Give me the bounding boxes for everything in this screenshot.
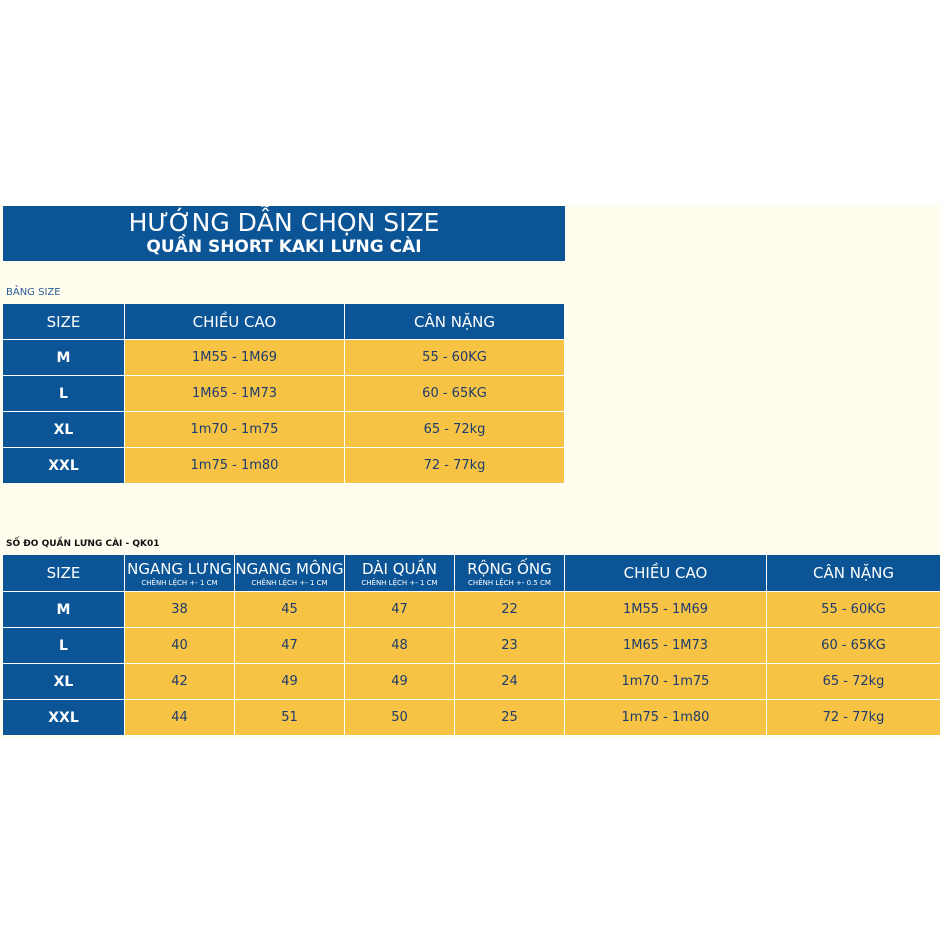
header-label: SIZE <box>46 312 81 331</box>
data-cell: 44 <box>125 700 235 736</box>
data-cell: 1M55 - 1M69 <box>125 340 345 376</box>
data-cell: 60 - 65KG <box>767 628 941 664</box>
header-note: CHÊNH LỆCH +- 0.5 CM <box>468 578 551 587</box>
header-label: DÀI QUẦN <box>361 559 437 578</box>
data-cell: 1M65 - 1M73 <box>565 628 767 664</box>
data-cell: 51 <box>235 700 345 736</box>
size-cell: XL <box>3 412 125 448</box>
data-cell: 55 - 60KG <box>345 340 565 376</box>
data-cell: 23 <box>455 628 565 664</box>
data-cell: 72 - 77kg <box>345 448 565 484</box>
size-cell: XXL <box>3 700 125 736</box>
header-note: CHÊNH LỆCH +- 1 CM <box>141 578 218 587</box>
data-cell: 65 - 72kg <box>767 664 941 700</box>
header-label: CHIỀU CAO <box>623 564 708 582</box>
title-box: HƯỚNG DẪN CHỌN SIZE QUẦN SHORT KAKI LƯNG… <box>3 206 565 261</box>
header-cell: CHIỀU CAO <box>565 555 767 592</box>
size-cell: M <box>3 340 125 376</box>
size-cell: L <box>3 376 125 412</box>
data-cell: 40 <box>125 628 235 664</box>
data-cell: 72 - 77kg <box>767 700 941 736</box>
header-note: CHÊNH LỆCH +- 1 CM <box>251 578 328 587</box>
data-cell: 47 <box>235 628 345 664</box>
size-cell: XL <box>3 664 125 700</box>
data-cell: 1m75 - 1m80 <box>565 700 767 736</box>
header-label: RỘNG ỐNG <box>467 559 552 578</box>
data-cell: 49 <box>345 664 455 700</box>
subtitle: QUẦN SHORT KAKI LƯNG CÀI <box>146 237 422 257</box>
table-label: BẢNG SIZE <box>6 287 61 298</box>
header-label: SIZE <box>46 564 81 582</box>
header-cell: SIZE <box>3 555 125 592</box>
size-cell: XXL <box>3 448 125 484</box>
data-cell: 38 <box>125 592 235 628</box>
data-cell: 45 <box>235 592 345 628</box>
header-label: CÂN NẶNG <box>812 564 895 582</box>
header-label: NGANG MÔNG <box>235 559 344 578</box>
data-cell: 42 <box>125 664 235 700</box>
header-cell: NGANG LƯNG CHÊNH LỆCH +- 1 CM <box>125 555 235 592</box>
data-cell: 1M55 - 1M69 <box>565 592 767 628</box>
data-cell: 1M65 - 1M73 <box>125 376 345 412</box>
header-cell: CHIỀU CAO <box>125 304 345 340</box>
header-note: CHÊNH LỆCH +- 1 CM <box>361 578 438 587</box>
data-cell: 65 - 72kg <box>345 412 565 448</box>
data-cell: 1m70 - 1m75 <box>565 664 767 700</box>
data-cell: 48 <box>345 628 455 664</box>
data-cell: 1m70 - 1m75 <box>125 412 345 448</box>
data-cell: 47 <box>345 592 455 628</box>
header-label: NGANG LƯNG <box>127 559 232 578</box>
header-label: CÂN NẶNG <box>413 312 496 331</box>
title: HƯỚNG DẪN CHỌN SIZE <box>128 208 440 237</box>
header-cell: NGANG MÔNG CHÊNH LỆCH +- 1 CM <box>235 555 345 592</box>
data-cell: 60 - 65KG <box>345 376 565 412</box>
data-cell: 50 <box>345 700 455 736</box>
header-cell: SIZE <box>3 304 125 340</box>
header-cell: CÂN NẶNG <box>345 304 565 340</box>
size-cell: M <box>3 592 125 628</box>
header-label: CHIỀU CAO <box>192 312 277 331</box>
data-cell: 49 <box>235 664 345 700</box>
header-cell: DÀI QUẦN CHÊNH LỆCH +- 1 CM <box>345 555 455 592</box>
data-cell: 22 <box>455 592 565 628</box>
data-cell: 1m75 - 1m80 <box>125 448 345 484</box>
data-cell: 55 - 60KG <box>767 592 941 628</box>
size-cell: L <box>3 628 125 664</box>
data-cell: 24 <box>455 664 565 700</box>
data-cell: 25 <box>455 700 565 736</box>
header-cell: RỘNG ỐNG CHÊNH LỆCH +- 0.5 CM <box>455 555 565 592</box>
table-label: SỐ ĐO QUẦN LƯNG CÀI - QK01 <box>6 539 160 549</box>
header-cell: CÂN NẶNG <box>767 555 941 592</box>
